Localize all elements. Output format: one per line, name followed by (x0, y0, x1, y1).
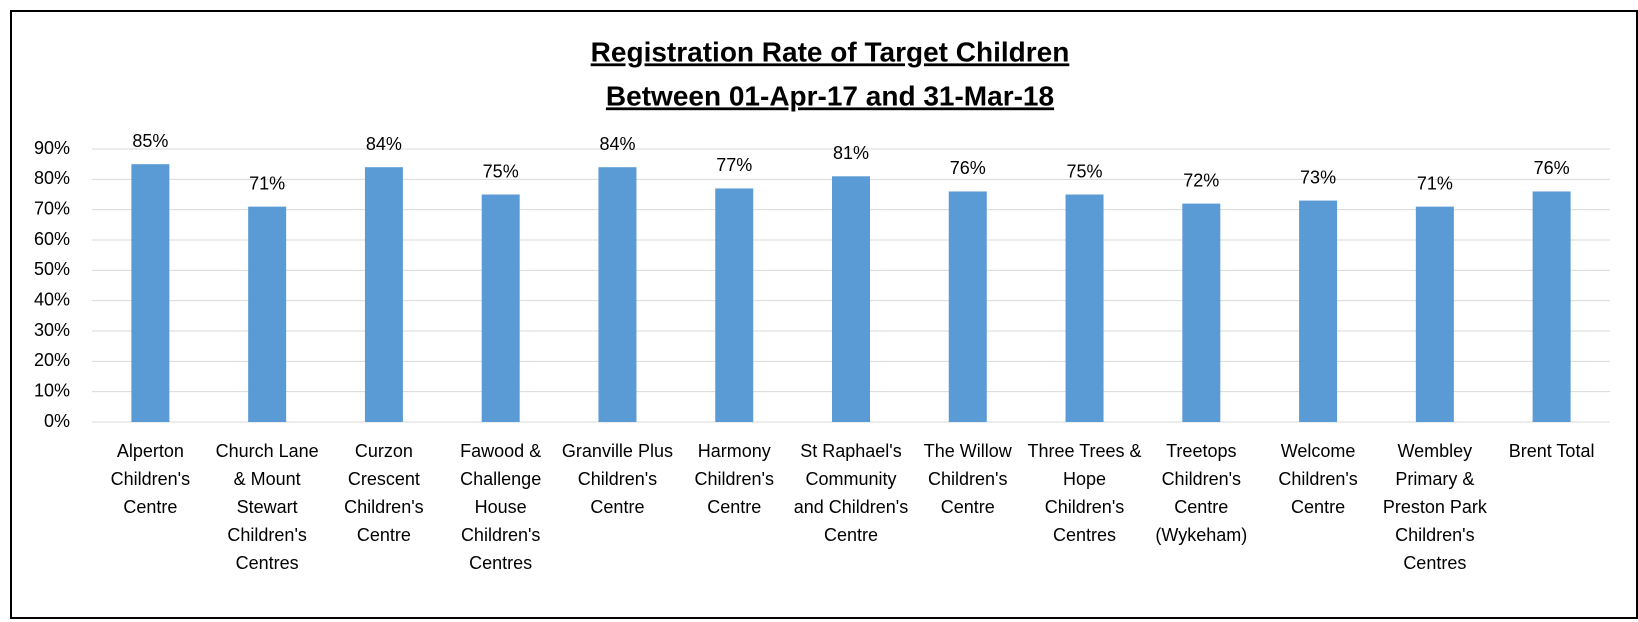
x-tick-label: Brent Total (1508, 441, 1595, 461)
y-tick-label: 60% (34, 229, 70, 249)
chart-border (10, 10, 1638, 619)
data-label: 72% (1183, 170, 1219, 190)
x-tick-label: Wembley Primary & Preston Park Children'… (1382, 441, 1487, 573)
bar (1532, 191, 1571, 422)
x-tick-label: Treetops Children's Centre (Wykeham) (1155, 441, 1248, 545)
y-tick-label: 10% (34, 380, 70, 400)
data-label: 77% (716, 155, 752, 175)
x-tick-label: Fawood & Challenge House Children's Cent… (460, 441, 542, 573)
data-label: 85% (132, 131, 168, 151)
bar (481, 194, 520, 422)
x-tick-label: Harmony Children's Centre (694, 441, 774, 517)
y-tick-label: 20% (34, 350, 70, 370)
y-tick-label: 40% (34, 289, 70, 309)
bar (715, 188, 754, 422)
data-label: 84% (366, 134, 402, 154)
data-label: 71% (249, 173, 285, 193)
x-tick-label: Three Trees & Hope Children's Centres (1027, 441, 1142, 545)
bar (1065, 194, 1104, 422)
data-label: 76% (1534, 158, 1570, 178)
x-tick-label: St Raphael's Community and Children's Ce… (793, 441, 909, 545)
y-tick-label: 30% (34, 320, 70, 340)
y-tick-label: 80% (34, 168, 70, 188)
data-label: 76% (950, 158, 986, 178)
chart-title: Registration Rate of Target Children (591, 36, 1070, 67)
chart-subtitle: Between 01-Apr-17 and 31-Mar-18 (606, 80, 1054, 111)
bar (598, 167, 637, 422)
y-tick-label: 50% (34, 259, 70, 279)
x-tick-label: Church Lane & Mount Stewart Children's C… (215, 441, 319, 573)
x-tick-label: Curzon Crescent Children's Centre (344, 441, 424, 545)
data-label: 84% (599, 134, 635, 154)
data-label: 81% (833, 143, 869, 163)
bar (248, 206, 287, 422)
y-tick-label: 0% (44, 411, 70, 431)
bar (832, 176, 870, 422)
x-tick-label: The Willow Children's Centre (923, 441, 1012, 517)
bar (1415, 206, 1454, 422)
x-tick-label: Granville Plus Children's Centre (561, 441, 673, 517)
bar (131, 164, 170, 422)
data-label: 75% (1067, 161, 1103, 181)
bar (364, 167, 403, 422)
bar (1299, 200, 1338, 422)
data-label: 71% (1417, 173, 1453, 193)
x-tick-label: Alperton Children's Centre (110, 441, 191, 517)
data-label: 75% (483, 161, 519, 181)
x-tick-label: Welcome Children's Centre (1278, 441, 1358, 517)
y-tick-label: 90% (34, 138, 70, 158)
data-label: 73% (1300, 167, 1336, 187)
bar (948, 191, 987, 422)
bar (1182, 203, 1221, 422)
y-tick-label: 70% (34, 198, 70, 218)
